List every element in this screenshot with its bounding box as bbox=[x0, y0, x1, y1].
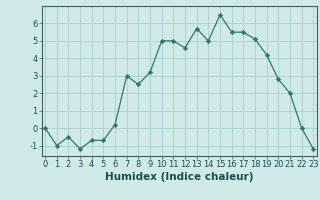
X-axis label: Humidex (Indice chaleur): Humidex (Indice chaleur) bbox=[105, 172, 253, 182]
